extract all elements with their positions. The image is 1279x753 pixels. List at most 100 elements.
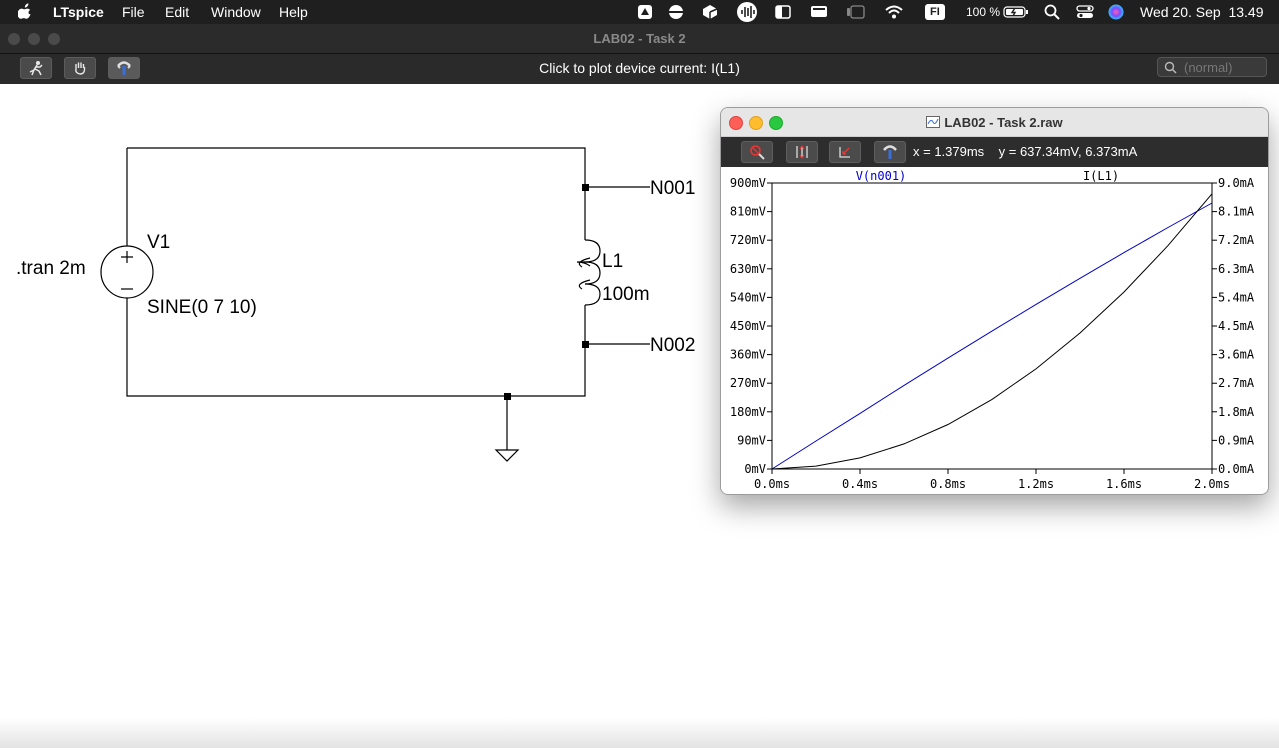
running-man-icon: [29, 61, 43, 76]
control-center-icon[interactable]: [1076, 4, 1094, 23]
run-button[interactable]: [20, 57, 52, 79]
display-icon[interactable]: [810, 4, 828, 23]
wifi-icon[interactable]: [885, 4, 903, 23]
menu-window[interactable]: Window: [211, 4, 261, 20]
x-tick-label: 1.2ms: [1018, 477, 1054, 491]
vpn-icon[interactable]: [668, 4, 684, 23]
menu-edit[interactable]: Edit: [165, 4, 190, 20]
y-right-tick-label: 4.5mA: [1218, 319, 1255, 333]
magnifier-icon: [750, 145, 765, 160]
plot-background: [721, 167, 1268, 494]
cube-icon[interactable]: [702, 4, 718, 23]
net-label-n002[interactable]: N002: [650, 335, 695, 356]
close-button[interactable]: [729, 116, 743, 130]
trace-label-current: I(L1): [1083, 169, 1119, 183]
net-label-n001[interactable]: N001: [650, 178, 695, 199]
autorange-button[interactable]: [786, 141, 818, 163]
y-right-tick-label: 6.3mA: [1218, 262, 1255, 276]
stage-manager-icon[interactable]: [846, 4, 866, 23]
close-button[interactable]: [8, 33, 20, 45]
y-right-tick-label: 8.1mA: [1218, 205, 1255, 219]
waveform-window: LAB02 - Task 2.raw x = 1.379ms y = 637.3…: [720, 107, 1269, 495]
junction-dots: [504, 184, 589, 400]
zoom-tool-button[interactable]: [741, 141, 773, 163]
y-left-tick-label: 0mV: [744, 462, 766, 476]
waveform-plot[interactable]: 0mV 90mV 180mV 270mV 360mV 450mV 540mV 630mV 720…: [721, 167, 1268, 494]
probe-button[interactable]: [874, 141, 906, 163]
battery-percent: 100 %: [966, 5, 1001, 19]
y-right-tick-label: 7.2mA: [1218, 233, 1255, 247]
zoom-button[interactable]: [769, 116, 783, 130]
trace-label-voltage: V(n001): [856, 169, 907, 183]
battery-icon[interactable]: [1003, 4, 1029, 23]
source-value[interactable]: SINE(0 7 10): [147, 297, 257, 318]
waveform-toolbar: x = 1.379ms y = 637.34mV, 6.373mA: [721, 137, 1268, 167]
keyboard-layout[interactable]: FI: [925, 4, 945, 20]
y-left-tick-label: 90mV: [737, 433, 766, 447]
current-probe-icon: [117, 61, 131, 75]
tran-directive[interactable]: .tran 2m: [16, 258, 86, 279]
current-probe-icon: [883, 145, 897, 159]
x-tick-label: 2.0ms: [1194, 477, 1230, 491]
waveform-title-text: LAB02 - Task 2.raw: [944, 115, 1063, 130]
y-left-tick-label: 720mV: [730, 233, 766, 247]
minimize-button[interactable]: [28, 33, 40, 45]
clock[interactable]: Wed 20. Sep 13.49: [1140, 4, 1264, 20]
ground-symbol[interactable]: [494, 449, 520, 462]
drive-icon[interactable]: [637, 4, 653, 23]
zoom-button[interactable]: [48, 33, 60, 45]
siri-icon[interactable]: [1108, 4, 1124, 23]
waveform-file-icon: [926, 116, 941, 128]
inductor-name[interactable]: L1: [602, 251, 623, 272]
search-icon: [1164, 61, 1177, 74]
trace-il1: [771, 193, 1213, 470]
zoom-back-button[interactable]: [829, 141, 861, 163]
y-right-tick-label: 1.8mA: [1218, 405, 1255, 419]
trace-vn001: [771, 202, 1213, 470]
y-right-tick-label: 0.0mA: [1218, 462, 1255, 476]
search-input[interactable]: (normal): [1157, 57, 1267, 77]
x-tick-label: 1.6ms: [1106, 477, 1142, 491]
inductor-l1[interactable]: [576, 239, 601, 306]
y-left-tick-label: 630mV: [730, 262, 766, 276]
plot-layer: 0mV 90mV 180mV 270mV 360mV 450mV 540mV 630mV 720…: [730, 169, 1255, 491]
desktop-shadow: [0, 718, 1279, 748]
y-right-tick-label: 3.6mA: [1218, 348, 1255, 362]
y-right-tick-label: 5.4mA: [1218, 290, 1255, 304]
cursor-readout: x = 1.379ms y = 637.34mV, 6.373mA: [913, 144, 1138, 159]
schematic-canvas[interactable]: .tran 2m V1 SINE(0 7 10) L1 100m N001 N0…: [0, 84, 1279, 748]
window-titlebar: LAB02 - Task 2: [0, 24, 1279, 54]
app-menu[interactable]: LTspice: [53, 4, 104, 20]
search-icon[interactable]: [1044, 4, 1060, 23]
hand-icon: [75, 62, 86, 75]
x-tick-label: 0.8ms: [930, 477, 966, 491]
y-left-tick-label: 450mV: [730, 319, 766, 333]
audio-icon[interactable]: [736, 2, 758, 25]
pan-button[interactable]: [64, 57, 96, 79]
minimize-button[interactable]: [749, 116, 763, 130]
inductor-value[interactable]: 100m: [602, 284, 650, 305]
x-tick-label: 0.4ms: [842, 477, 878, 491]
sidebar-icon[interactable]: [775, 4, 791, 23]
y-left-tick-label: 270mV: [730, 376, 766, 390]
probe-button[interactable]: [108, 57, 140, 79]
y-right-tick-label: 2.7mA: [1218, 376, 1255, 390]
y-right-tick-label: 9.0mA: [1218, 176, 1255, 190]
wires[interactable]: [126, 147, 650, 450]
apple-icon[interactable]: [17, 3, 32, 22]
waveform-title: LAB02 - Task 2.raw: [721, 115, 1268, 130]
y-left-tick-label: 540mV: [730, 290, 766, 304]
status-text: Click to plot device current: I(L1): [539, 60, 740, 76]
window-title: LAB02 - Task 2: [593, 31, 686, 46]
waveform-titlebar: LAB02 - Task 2.raw: [721, 108, 1268, 137]
y-left-tick-label: 900mV: [730, 176, 766, 190]
search-placeholder: (normal): [1184, 60, 1233, 75]
zoom-back-icon: [839, 147, 850, 158]
y-right-tick-label: 0.9mA: [1218, 433, 1255, 447]
source-name[interactable]: V1: [147, 232, 170, 253]
menu-help[interactable]: Help: [279, 4, 308, 20]
y-left-tick-label: 810mV: [730, 205, 766, 219]
voltage-source-v1[interactable]: [100, 245, 154, 299]
menu-file[interactable]: File: [122, 4, 145, 20]
x-tick-label: 0.0ms: [754, 477, 790, 491]
